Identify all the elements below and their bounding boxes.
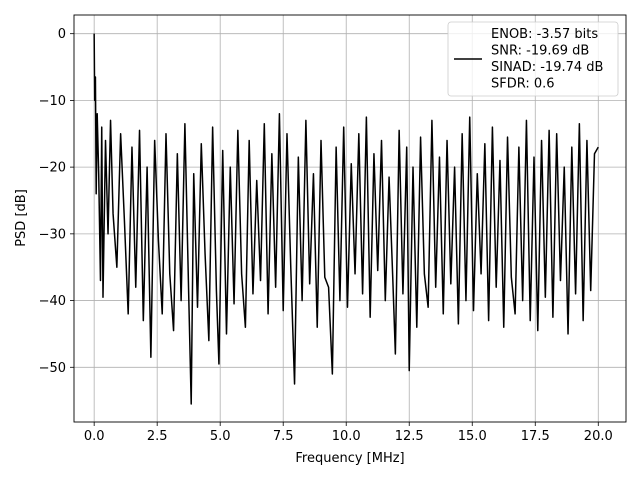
x-tick-label: 0.0 [84, 429, 105, 444]
x-tick-label: 5.0 [210, 429, 231, 444]
y-tick-label: −40 [39, 294, 66, 309]
legend-text-line: ENOB: -3.57 bits [491, 27, 598, 42]
y-tick-label: −20 [39, 161, 66, 176]
legend-box [447, 21, 619, 97]
y-tick-label: −10 [39, 94, 66, 109]
legend-text-line: SFDR: 0.6 [491, 77, 555, 92]
plot-frame [73, 14, 627, 423]
y-axis-label: PSD [dB] [14, 189, 29, 247]
x-tick-label: 12.5 [395, 429, 424, 444]
psd-series-line [93, 33, 599, 405]
y-tick-label: 0 [58, 27, 66, 42]
x-axis-label: Frequency [MHz] [295, 451, 404, 466]
x-tick-label: 15.0 [458, 429, 487, 444]
y-tick-label: −30 [39, 227, 66, 242]
y-tick-label: −50 [39, 361, 66, 376]
legend-text-line: SNR: -19.69 dB [491, 44, 589, 59]
psd-trace-group [93, 33, 599, 405]
x-tick-label: 2.5 [147, 429, 168, 444]
x-tick-label: 17.5 [521, 429, 550, 444]
x-tick-label: 20.0 [584, 429, 613, 444]
x-axis-ticks: 0.0 2.5 5.0 7.5 10.0 12.5 15.0 17.5 20.0 [84, 422, 613, 444]
x-tick-label: 10.0 [332, 429, 361, 444]
legend-text-line: SINAD: -19.74 dB [491, 60, 603, 75]
x-tick-label: 7.5 [273, 429, 294, 444]
y-axis-ticks: 0 −10 −20 −30 −40 −50 [39, 27, 74, 376]
